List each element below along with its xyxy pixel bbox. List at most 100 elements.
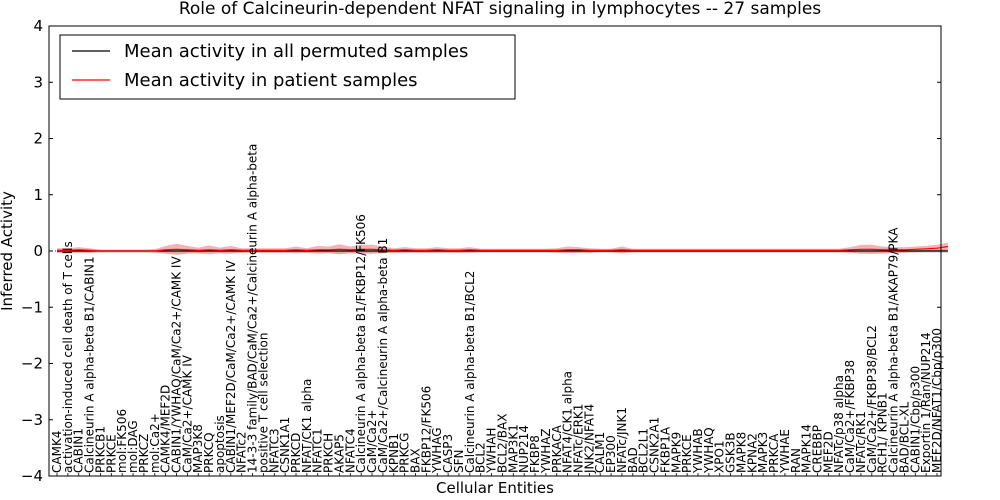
x-category-label: BAX <box>409 448 423 473</box>
x-category-label: MEF2D/NFAT1/Cbp/p300 <box>930 328 944 473</box>
x-category-label: NFAT4/CK1 alpha <box>561 371 575 473</box>
x-category-label: CSNK2A1 <box>648 417 662 473</box>
x-category-label: CaM/Ca2+/FKBP38/BCL2 <box>865 325 879 473</box>
x-category-label: SFN <box>452 450 466 474</box>
y-axis-ticks: −4 −3 −2 −1 0 1 2 3 4 <box>21 17 941 485</box>
y-tick-label: −2 <box>21 355 43 373</box>
x-category-label: MAPK14 <box>800 424 814 473</box>
x-category-label: PRKCD <box>289 433 303 473</box>
x-category-label: Calcineurin A alpha-beta B1/AKAP79/PKA <box>887 227 901 473</box>
x-category-label: FKBP12/FK506 <box>419 386 433 473</box>
series-line-1 <box>57 245 948 252</box>
series-lines <box>57 245 948 252</box>
y-tick-label: −4 <box>21 467 43 485</box>
y-tick-label: 3 <box>33 73 43 91</box>
x-category-label: MAPK9 <box>669 432 683 473</box>
y-tick-label: 2 <box>33 130 43 148</box>
x-category-label: MAP3K8 <box>191 424 205 473</box>
x-category-label: YWHAH <box>485 428 499 474</box>
legend-label-patient: Mean activity in patient samples <box>124 70 418 91</box>
x-category-label: positive T cell selection <box>256 333 270 473</box>
x-category-label: CaM/Ca2+/CAMK IV <box>180 354 194 473</box>
x-category-label: CaM/Ca2+ <box>365 409 379 473</box>
x-category-label: mol:Ca2+ <box>148 413 162 473</box>
x-category-label: apoptosis <box>213 415 227 473</box>
x-category-label: FKBP8 <box>528 435 542 473</box>
x-category-label: KPNA2 <box>745 433 759 473</box>
legend-box <box>59 34 516 100</box>
x-category-label: PRKCH <box>322 433 336 473</box>
x-category-label: NFATc/ERK1 <box>572 404 586 473</box>
x-category-label: Exportin 1/Ran/NUP214 <box>919 332 933 473</box>
x-category-label: CASP3 <box>441 434 455 473</box>
x-category-label: mol:DAG <box>126 420 140 473</box>
x-category-label: YWHAE <box>778 429 792 474</box>
x-category-label: PRKCZ <box>137 434 151 473</box>
x-category-label: 14-3-3 family/BAD/CaM/Ca2+/Calcineurin A… <box>246 144 260 473</box>
x-category-label: YWHAZ <box>539 428 553 474</box>
x-category-label: Calcineurin A alpha-beta B1/CABIN1 <box>83 256 97 473</box>
x-category-label: CALM1 <box>593 432 607 473</box>
x-category-label: FKBP1A <box>658 426 672 473</box>
x-category-label: GSK3B <box>724 432 738 473</box>
x-category-label: NFATc/RK1 <box>854 411 868 473</box>
series-bands <box>49 242 948 255</box>
x-category-label: CABIN1 <box>72 428 86 473</box>
x-category-label: RCH1/ KPNB1 <box>876 392 890 473</box>
x-category-label: NFATC4 <box>343 428 357 473</box>
x-category-label: PRKCE <box>104 434 118 473</box>
x-category-label: CSNK1A1 <box>278 417 292 473</box>
legend: Mean activity in all permuted samples Me… <box>59 34 516 100</box>
x-category-label: JNK2/NFAT4 <box>582 404 596 474</box>
x-category-label: CaM/Ca2+/Calcineurin A alpha-beta B1 <box>376 238 390 473</box>
x-category-label: MEF2D <box>821 431 835 473</box>
x-category-label: CAMK4/MEF2D <box>159 385 173 473</box>
x-category-label: CABIN1/YWHAQ/CaM/Ca2+/CAMK IV <box>170 256 184 473</box>
x-category-label: BCL2L1 <box>637 428 651 473</box>
y-tick-label: −3 <box>21 411 43 429</box>
series-band-1 <box>57 242 948 255</box>
x-category-label: BAD <box>626 447 640 473</box>
x-category-label: PRKCQ <box>202 432 216 473</box>
x-category-label: PRKCG <box>398 433 412 473</box>
chart-title: Role of Calcineurin-dependent NFAT signa… <box>179 0 821 19</box>
x-category-label: NFATc2 <box>235 431 249 473</box>
y-tick-label: −1 <box>21 298 43 316</box>
x-category-label: NFATc/p38 alpha <box>832 375 846 473</box>
y-tick-label: 0 <box>33 242 43 260</box>
x-category-label: YWHAB <box>691 428 705 474</box>
x-category-label: BCL2/BAX <box>495 414 509 473</box>
y-axis-label: Inferred Activity <box>0 191 16 311</box>
x-category-label: YWHAG <box>430 427 444 474</box>
y-tick-label: 4 <box>33 17 43 35</box>
x-category-label: AKAP5 <box>333 434 347 473</box>
x-category-label: CABIN1/MEF2D/CaM/Ca2+/CAMK IV <box>224 259 238 473</box>
x-category-label: KPNB1 <box>387 433 401 473</box>
x-axis-label: Cellular Entities <box>436 479 554 497</box>
x-category-label: Calcineurin A alpha-beta B1/FKBP12/FK506 <box>354 214 368 473</box>
x-category-label: activation-induced cell death of T cells <box>61 241 75 473</box>
x-category-label: XPO1 <box>713 440 727 473</box>
x-category-label: mol:FK506 <box>115 409 129 473</box>
x-category-label: EP300 <box>604 435 618 473</box>
x-category-label: NFATC3 <box>267 428 281 473</box>
x-category-label: BCL2 <box>474 442 488 473</box>
x-category-label: YWHAQ <box>702 427 716 474</box>
x-category-label: PRKACA <box>550 424 564 473</box>
x-category-label: NFATc/JNK1 <box>615 407 629 473</box>
x-category-label: RAN <box>789 448 803 473</box>
x-category-label: CAMK4 <box>50 431 64 473</box>
x-category-label: BAD/BCL-XL <box>897 401 911 473</box>
x-category-label: MAPK8 <box>734 432 748 473</box>
x-category-label: CABIN1/Cbp/p300 <box>908 366 922 473</box>
x-category-label: PRKCE <box>680 434 694 473</box>
x-category-label: MAPK3 <box>756 432 770 473</box>
x-category-label: CaM/Ca2+/FKBP38 <box>843 360 857 473</box>
x-category-label: NUP214 <box>517 425 531 473</box>
x-category-label: MAP3K1 <box>506 424 520 473</box>
x-category-label: PRKCB1 <box>94 426 108 473</box>
x-category-label: CREBBP <box>811 425 825 473</box>
x-category-label: Calcineurin A alpha-beta B1/BCL2 <box>463 271 477 473</box>
